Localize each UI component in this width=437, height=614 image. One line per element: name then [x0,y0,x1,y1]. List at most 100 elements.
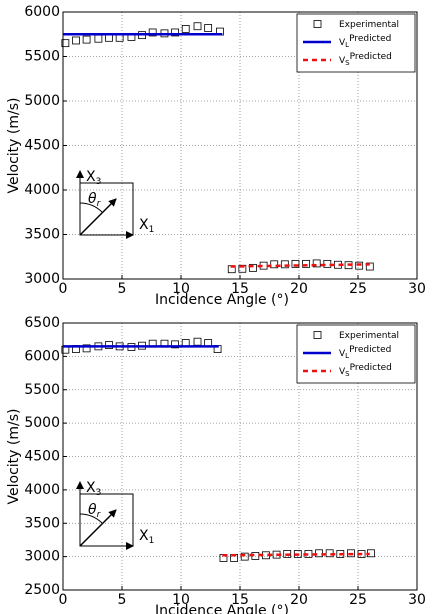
y-tick-label: 4000 [24,482,60,498]
y-tick-label: 4000 [24,182,60,198]
y-tick-label: 3000 [24,549,60,565]
y-tick-label: 5000 [24,93,60,109]
legend-label: VSPredicted [339,363,392,379]
legend-name: V [339,349,346,359]
x-tick-label: 10 [172,592,190,608]
legend-marker [313,331,322,339]
y-tick-label: 6500 [24,315,60,331]
inset-label-main: X [139,528,149,544]
inset-label-main: θ [88,191,97,207]
data-point [240,552,249,561]
x-tick-label: 30 [408,281,426,297]
data-point [355,261,364,270]
data-point [204,24,213,32]
legend-label: VLPredicted [339,34,391,50]
data-point [302,259,310,268]
legend-label: VLPredicted [339,345,391,361]
data-point [148,28,157,37]
y-tick-label: 4500 [24,449,60,465]
data-point [82,344,91,353]
inset-label-sub: 1 [149,536,155,546]
x-tick-label: 25 [349,592,367,608]
inset-label: X3 [86,480,101,498]
data-point [283,550,292,558]
x-tick-label: 25 [349,281,367,297]
legend-label: Experimental [339,20,399,30]
y-axis-label: Velocity (m/s) [6,409,22,505]
legend-name: Experimental [339,20,399,30]
x-tick-label: 20 [290,592,308,608]
data-point [280,260,289,269]
data-point [171,340,180,349]
data-point [82,35,91,44]
legend-name: V [339,56,346,66]
legend-subscript: S [345,59,350,67]
inset-label-sub: 1 [149,225,155,235]
x-axis-label: Incidence Angle (°) [155,292,289,308]
y-tick-label: 5500 [24,382,60,398]
legend-superscript: Predicted [349,345,391,355]
inset-arc [79,513,103,524]
x-tick-label: 30 [408,592,426,608]
x-tick-label: 5 [118,592,127,608]
legend-name: Experimental [339,331,399,341]
y-axis-label: Velocity (m/s) [6,98,22,194]
inset-label-main: X [86,480,96,496]
x-tick-label: 20 [290,281,308,297]
plot-frame [62,11,418,280]
y-tick-label: 5000 [24,415,60,431]
data-point [72,36,80,45]
y-tick-label: 5500 [24,49,60,65]
legend-superscript: Predicted [349,34,391,44]
data-point [249,263,257,272]
inset-label-sub: 3 [96,177,102,187]
inset-ray [79,509,117,547]
x-tick-label: 15 [231,281,249,297]
legend-marker [313,20,322,28]
inset-label-main: θ [88,502,97,518]
data-point [291,259,300,268]
inset-label: X1 [139,528,154,546]
data-point [347,549,355,558]
x-tick-label: 5 [118,281,127,297]
y-tick-label: 3000 [24,271,60,287]
legend-subscript: S [345,370,350,378]
inset-arc [79,202,103,213]
inset-ray [79,198,117,236]
inset-label: θr [88,502,102,520]
y-tick-label: 4500 [24,138,60,154]
legend-label: Experimental [339,331,399,341]
x-tick-label: 15 [231,592,249,608]
y-tick-label: 3500 [24,227,60,243]
x-tick-label: 0 [59,592,68,608]
legend-name: V [339,367,346,377]
legend-subscript: L [345,352,349,360]
legend-superscript: Predicted [350,52,392,62]
legend-superscript: Predicted [350,363,392,373]
y-tick-label: 3500 [24,515,60,531]
data-point [61,39,70,48]
x-tick-label: 10 [172,281,190,297]
plot-frame [62,322,418,591]
inset-label-main: X [86,169,96,185]
y-tick-label: 2500 [24,582,60,598]
data-point [193,22,202,31]
inset-label-sub: r [97,510,102,520]
legend-subscript: L [345,41,349,49]
data-point [312,259,321,268]
inset-label: X1 [139,217,154,235]
data-point [365,262,374,271]
y-tick-label: 6000 [24,4,60,20]
inset-label: X3 [86,169,101,187]
x-axis-label: Incidence Angle (°) [155,603,289,614]
inset-label-sub: r [97,199,102,209]
prediction-line [222,552,370,557]
data-point [105,341,113,349]
inset-label: θr [88,191,102,209]
inset-label-main: X [139,217,149,233]
x-tick-label: 0 [59,281,68,297]
inset-label-sub: 3 [96,488,102,498]
data-point [270,260,279,269]
legend-name: V [339,38,346,48]
